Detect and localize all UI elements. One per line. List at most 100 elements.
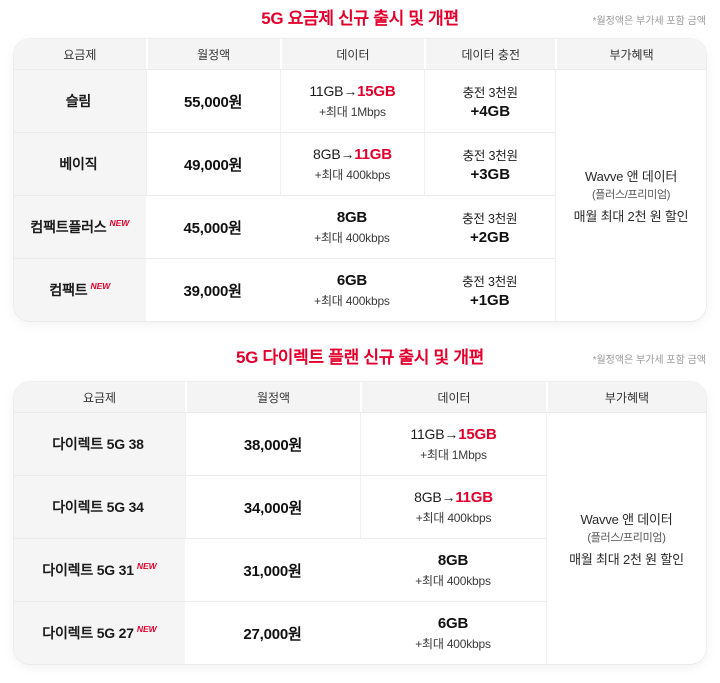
new-badge: NEW <box>109 218 130 229</box>
data-before: 8GB→ <box>414 488 456 505</box>
data-speed: +최대 400kbps <box>415 510 492 525</box>
data-before: 8GB→ <box>313 145 355 162</box>
plan-name-cell: 베이직 <box>14 132 146 195</box>
data-after-highlight: 15GB <box>357 82 396 100</box>
section-head: 5G 요금제 신규 출시 및 개편 *월정액은 부가세 포함 금액 <box>14 8 706 30</box>
data-speed: +최대 400kbps <box>314 230 390 245</box>
data-plain: 6GB <box>437 614 469 632</box>
data-after-highlight: 11GB <box>455 488 493 506</box>
pricing-table-5g: 요금제 월정액 데이터 데이터 충전 부가혜택 슬림 55,000원 11GB→… <box>14 39 706 321</box>
plan-name-cell: 다이렉트 5G 34 <box>14 475 185 538</box>
data-plain: 8GB <box>336 208 368 226</box>
benefit-line1: Wavve 앤 데이터 <box>585 169 678 184</box>
data-amount: 8GB <box>438 552 468 569</box>
data-plain: 8GB <box>437 551 469 569</box>
column-header-plan: 요금제 <box>14 39 146 69</box>
monthly-fee-cell: 45,000원 <box>145 195 280 258</box>
plan-name: 다이렉트 5G 27 NEW <box>42 623 156 643</box>
column-header-benefit: 부가혜택 <box>546 382 706 412</box>
benefit-line3: 매월 최대 2천 원 할인 <box>569 552 684 567</box>
column-header-monthly-fee: 월정액 <box>185 382 360 412</box>
plan-name: 다이렉트 5G 38 <box>52 434 147 454</box>
plan-name-text: 다이렉트 5G 38 <box>52 436 144 452</box>
section-5g-direct-plans: 5G 다이렉트 플랜 신규 출시 및 개편 *월정액은 부가세 포함 금액 요금… <box>14 347 706 664</box>
data-cell: 6GB +최대 400kbps <box>360 601 546 664</box>
plan-name-text: 베이직 <box>59 156 98 172</box>
benefit-line3: 매월 최대 2천 원 할인 <box>573 209 689 224</box>
monthly-fee-cell: 27,000원 <box>185 601 360 664</box>
monthly-fee-cell: 38,000원 <box>185 412 360 475</box>
recharge-label: 충전 3천원 <box>462 275 518 289</box>
data-speed: +최대 1Mbps <box>319 104 386 119</box>
data-amount: 8GB <box>337 209 367 226</box>
data-amount: 11GB→15GB <box>410 426 496 443</box>
data-cell: 8GB +최대 400kbps <box>279 195 425 258</box>
recharge-cell: 충전 3천원 +3GB <box>424 132 556 195</box>
plan-name: 다이렉트 5G 34 <box>52 497 147 517</box>
data-cell: 6GB +최대 400kbps <box>279 258 425 321</box>
data-amount: 6GB <box>438 615 468 632</box>
data-cell: 8GB +최대 400kbps <box>360 538 546 601</box>
column-header-data-recharge: 데이터 충전 <box>424 39 556 69</box>
benefit-cell: Wavve 앤 데이터 (플러스/프리미엄) 매월 최대 2천 원 할인 <box>546 412 706 664</box>
plan-name-cell: 컴팩트 NEW <box>14 258 146 321</box>
section-title: 5G 요금제 신규 출시 및 개편 <box>261 9 459 28</box>
data-amount: 11GB→15GB <box>309 83 395 100</box>
plan-name: 베이직 <box>59 154 100 174</box>
plan-name: 컴팩트 NEW <box>49 280 110 300</box>
benefit-line2: (플러스/프리미엄) <box>591 189 671 201</box>
section-title: 5G 다이렉트 플랜 신규 출시 및 개편 <box>235 348 485 367</box>
data-speed: +최대 400kbps <box>314 167 391 182</box>
data-amount: 8GB→11GB <box>414 489 493 506</box>
pricing-table-5g-direct: 요금제 월정액 데이터 부가혜택 다이렉트 5G 38 38,000원 11GB… <box>14 382 706 664</box>
recharge-bonus: +1GB <box>469 292 510 309</box>
plan-name: 다이렉트 5G 31 NEW <box>42 560 156 580</box>
recharge-bonus: +2GB <box>469 229 510 246</box>
data-amount: 6GB <box>337 272 367 289</box>
monthly-fee-cell: 31,000원 <box>185 538 360 601</box>
data-speed: +최대 400kbps <box>415 573 491 588</box>
data-speed: +최대 1Mbps <box>420 447 487 462</box>
vat-note: *월정액은 부가세 포함 금액 <box>592 16 706 27</box>
data-cell: 11GB→15GB +최대 1Mbps <box>360 412 546 475</box>
new-badge: NEW <box>90 281 111 292</box>
plan-name-text: 컴팩트 <box>49 282 88 298</box>
recharge-label: 충전 3천원 <box>462 149 518 163</box>
vat-note: *월정액은 부가세 포함 금액 <box>592 355 706 366</box>
plan-name-cell: 컴팩트플러스 NEW <box>14 195 146 258</box>
recharge-cell: 충전 3천원 +4GB <box>424 69 556 132</box>
data-amount: 8GB→11GB <box>313 146 392 163</box>
section-5g-plans: 5G 요금제 신규 출시 및 개편 *월정액은 부가세 포함 금액 요금제 월정… <box>14 8 706 321</box>
recharge-bonus: +4GB <box>470 103 511 120</box>
monthly-fee-cell: 55,000원 <box>145 69 280 132</box>
plan-name-text: 슬림 <box>65 93 92 109</box>
plan-name-cell: 다이렉트 5G 38 <box>14 412 185 475</box>
benefit-line1: Wavve 앤 데이터 <box>580 512 673 527</box>
new-badge: NEW <box>136 561 157 572</box>
data-speed: +최대 400kbps <box>415 636 491 651</box>
recharge-cell: 충전 3천원 +2GB <box>424 195 556 258</box>
data-plain: 6GB <box>336 271 368 289</box>
data-cell: 8GB→11GB +최대 400kbps <box>360 475 546 538</box>
plan-name-text: 다이렉트 5G 31 <box>42 562 134 578</box>
recharge-label: 충전 3천원 <box>462 212 518 226</box>
column-header-data: 데이터 <box>360 382 546 412</box>
monthly-fee-cell: 34,000원 <box>185 475 360 538</box>
plan-name-cell: 다이렉트 5G 31 NEW <box>14 538 185 601</box>
plan-name-cell: 다이렉트 5G 27 NEW <box>14 601 185 664</box>
benefit-line2: (플러스/프리미엄) <box>587 532 666 544</box>
data-before: 11GB→ <box>309 82 358 99</box>
data-after-highlight: 15GB <box>458 425 497 443</box>
plan-name: 슬림 <box>66 91 94 111</box>
data-before: 11GB→ <box>410 425 459 442</box>
plan-name-text: 다이렉트 5G 27 <box>42 625 134 641</box>
data-cell: 11GB→15GB +최대 1Mbps <box>279 69 425 132</box>
recharge-cell: 충전 3천원 +1GB <box>424 258 556 321</box>
data-after-highlight: 11GB <box>354 145 392 163</box>
column-header-benefit: 부가혜택 <box>555 39 706 69</box>
benefit-cell: Wavve 앤 데이터 (플러스/프리미엄) 매월 최대 2천 원 할인 <box>555 69 706 321</box>
column-header-data: 데이터 <box>279 39 425 69</box>
section-head: 5G 다이렉트 플랜 신규 출시 및 개편 *월정액은 부가세 포함 금액 <box>14 347 706 369</box>
plan-name-cell: 슬림 <box>14 69 146 132</box>
page: 5G 요금제 신규 출시 및 개편 *월정액은 부가세 포함 금액 요금제 월정… <box>14 8 706 664</box>
